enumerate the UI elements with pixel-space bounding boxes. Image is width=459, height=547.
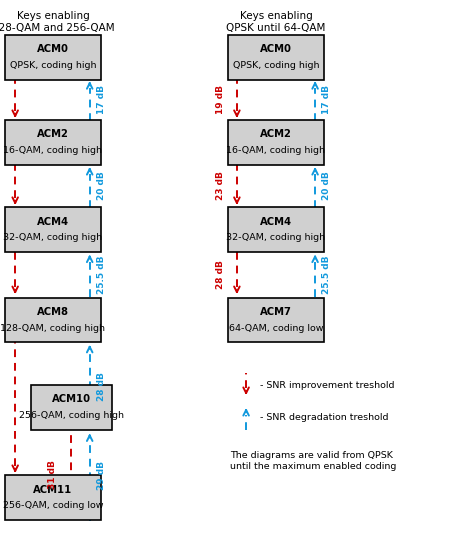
Text: 25.5 dB: 25.5 dB (96, 255, 106, 294)
Text: QPSK, coding high: QPSK, coding high (232, 61, 319, 70)
Text: 23 dB: 23 dB (0, 172, 2, 200)
FancyBboxPatch shape (227, 35, 324, 80)
Text: 64-QAM, coding low: 64-QAM, coding low (228, 324, 323, 333)
Text: 28 dB: 28 dB (96, 372, 106, 400)
Text: 20 dB: 20 dB (321, 172, 330, 200)
Text: 16-QAM, coding high: 16-QAM, coding high (226, 146, 325, 155)
Text: ACM0: ACM0 (37, 44, 69, 54)
Text: 28 dB: 28 dB (0, 260, 2, 289)
Text: ACM4: ACM4 (259, 217, 291, 226)
Text: 19 dB: 19 dB (0, 85, 2, 114)
Text: 16-QAM, coding high: 16-QAM, coding high (3, 146, 102, 155)
Text: 25.5 dB: 25.5 dB (321, 255, 330, 294)
Text: ACM8: ACM8 (37, 307, 69, 317)
FancyBboxPatch shape (5, 35, 101, 80)
Text: 28 dB: 28 dB (216, 260, 225, 289)
Text: 31 dB: 31 dB (48, 460, 57, 489)
Text: 17 dB: 17 dB (96, 85, 106, 114)
Text: Keys enabling
QPSK until 64-QAM: Keys enabling QPSK until 64-QAM (226, 11, 325, 32)
FancyBboxPatch shape (227, 120, 324, 165)
Text: ACM11: ACM11 (33, 485, 73, 494)
Text: ACM7: ACM7 (259, 307, 291, 317)
Text: QPSK, coding high: QPSK, coding high (10, 61, 96, 70)
FancyBboxPatch shape (227, 207, 324, 252)
Text: 23 dB: 23 dB (216, 172, 225, 200)
FancyBboxPatch shape (5, 475, 101, 520)
Text: ACM10: ACM10 (52, 394, 90, 404)
Text: ACM2: ACM2 (259, 129, 291, 139)
Text: 256-QAM, coding low: 256-QAM, coding low (3, 502, 103, 510)
Text: ACM2: ACM2 (37, 129, 69, 139)
FancyBboxPatch shape (5, 298, 101, 342)
FancyBboxPatch shape (5, 207, 101, 252)
Text: - SNR degradation treshold: - SNR degradation treshold (259, 413, 387, 422)
Text: 29 dB: 29 dB (96, 461, 106, 490)
Text: 32-QAM, coding high: 32-QAM, coding high (226, 234, 325, 242)
FancyBboxPatch shape (5, 120, 101, 165)
Text: The diagrams are valid from QPSK
until the maximum enabled coding: The diagrams are valid from QPSK until t… (230, 451, 396, 470)
Text: 17 dB: 17 dB (321, 85, 330, 114)
Text: 19 dB: 19 dB (216, 85, 225, 114)
Text: 31 dB: 31 dB (0, 394, 2, 423)
Text: 20 dB: 20 dB (96, 172, 106, 200)
Text: Keys enabling
128-QAM and 256-QAM: Keys enabling 128-QAM and 256-QAM (0, 11, 114, 32)
FancyBboxPatch shape (227, 298, 324, 342)
Text: ACM0: ACM0 (259, 44, 291, 54)
Text: 32-QAM, coding high: 32-QAM, coding high (3, 234, 102, 242)
Text: 128-QAM, coding high: 128-QAM, coding high (0, 324, 105, 333)
Text: - SNR improvement treshold: - SNR improvement treshold (259, 381, 393, 390)
Text: 256-QAM, coding high: 256-QAM, coding high (19, 411, 123, 420)
FancyBboxPatch shape (31, 385, 112, 430)
Text: ACM4: ACM4 (37, 217, 69, 226)
